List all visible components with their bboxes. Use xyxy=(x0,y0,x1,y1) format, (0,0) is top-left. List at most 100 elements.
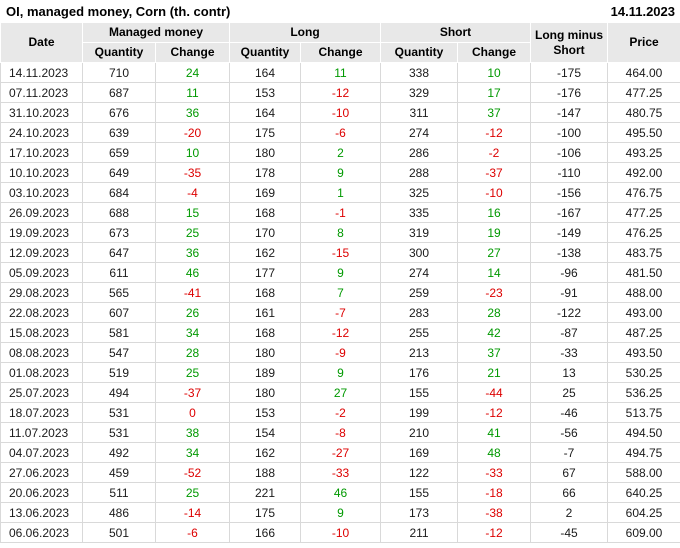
mm-change-cell: 10 xyxy=(155,142,230,163)
long-minus-short-cell: -138 xyxy=(530,242,609,263)
short-quantity-cell: 311 xyxy=(380,102,459,123)
table-row: 06.06.2023 501 -6 166 -10 211 -12 -45 60… xyxy=(0,522,680,543)
mm-quantity-cell: 519 xyxy=(82,362,156,383)
mm-change-cell: 34 xyxy=(155,322,230,343)
table-row: 14.11.2023 710 24 164 11 338 10 -175 464… xyxy=(0,62,680,83)
table-row: 15.08.2023 581 34 168 -12 255 42 -87 487… xyxy=(0,322,680,343)
col-header-long-minus-short: Long minus Short xyxy=(530,22,609,63)
table-row: 08.08.2023 547 28 180 -9 213 37 -33 493.… xyxy=(0,342,680,363)
long-change-cell: 1 xyxy=(299,182,382,203)
long-quantity-cell: 221 xyxy=(229,482,301,503)
short-change-cell: 17 xyxy=(457,82,532,103)
short-quantity-cell: 288 xyxy=(380,162,459,183)
long-change-cell: 46 xyxy=(299,482,382,503)
short-quantity-cell: 176 xyxy=(380,362,459,383)
table-row: 29.08.2023 565 -41 168 7 259 -23 -91 488… xyxy=(0,282,680,303)
long-quantity-cell: 162 xyxy=(229,442,301,463)
mm-change-cell: -4 xyxy=(155,182,230,203)
long-quantity-cell: 175 xyxy=(229,122,301,143)
long-minus-short-cell: 67 xyxy=(530,462,609,483)
date-cell: 10.10.2023 xyxy=(0,162,83,183)
mm-quantity-cell: 492 xyxy=(82,442,156,463)
mm-quantity-cell: 684 xyxy=(82,182,156,203)
long-minus-short-cell: -100 xyxy=(530,122,609,143)
mm-quantity-cell: 486 xyxy=(82,502,156,523)
long-change-cell: 7 xyxy=(299,282,382,303)
date-cell: 18.07.2023 xyxy=(0,402,83,423)
long-minus-short-cell: -33 xyxy=(530,342,609,363)
short-change-cell: -38 xyxy=(457,502,532,523)
table-row: 05.09.2023 611 46 177 9 274 14 -96 481.5… xyxy=(0,262,680,283)
long-quantity-cell: 180 xyxy=(229,342,301,363)
date-cell: 13.06.2023 xyxy=(0,502,83,523)
long-change-cell: -2 xyxy=(299,402,382,423)
date-cell: 01.08.2023 xyxy=(0,362,83,383)
long-minus-short-cell: 25 xyxy=(530,382,609,403)
date-cell: 24.10.2023 xyxy=(0,122,83,143)
long-quantity-cell: 168 xyxy=(229,202,301,223)
col-header-short-change: Change xyxy=(457,42,532,63)
long-change-cell: 9 xyxy=(299,502,382,523)
mm-change-cell: 11 xyxy=(155,82,230,103)
mm-change-cell: 38 xyxy=(155,422,230,443)
short-quantity-cell: 338 xyxy=(380,62,459,83)
date-cell: 17.10.2023 xyxy=(0,142,83,163)
long-quantity-cell: 154 xyxy=(229,422,301,443)
mm-change-cell: 28 xyxy=(155,342,230,363)
short-quantity-cell: 286 xyxy=(380,142,459,163)
short-quantity-cell: 274 xyxy=(380,262,459,283)
long-quantity-cell: 169 xyxy=(229,182,301,203)
long-minus-short-cell: -7 xyxy=(530,442,609,463)
date-cell: 05.09.2023 xyxy=(0,262,83,283)
mm-change-cell: -52 xyxy=(155,462,230,483)
short-quantity-cell: 122 xyxy=(380,462,459,483)
short-change-cell: 14 xyxy=(457,262,532,283)
price-cell: 492.00 xyxy=(607,162,680,183)
table-row: 20.06.2023 511 25 221 46 155 -18 66 640.… xyxy=(0,482,680,503)
long-quantity-cell: 161 xyxy=(229,302,301,323)
mm-change-cell: 25 xyxy=(155,482,230,503)
long-minus-short-cell: -167 xyxy=(530,202,609,223)
price-cell: 477.25 xyxy=(607,82,680,103)
mm-change-cell: 36 xyxy=(155,242,230,263)
table-header: Date Managed money Long Short Long minus… xyxy=(0,22,680,63)
short-change-cell: -12 xyxy=(457,402,532,423)
mm-quantity-cell: 531 xyxy=(82,402,156,423)
date-cell: 25.07.2023 xyxy=(0,382,83,403)
short-change-cell: -2 xyxy=(457,142,532,163)
long-change-cell: 9 xyxy=(299,362,382,383)
short-quantity-cell: 173 xyxy=(380,502,459,523)
mm-quantity-cell: 688 xyxy=(82,202,156,223)
date-cell: 03.10.2023 xyxy=(0,182,83,203)
date-cell: 31.10.2023 xyxy=(0,102,83,123)
col-header-short-quantity: Quantity xyxy=(380,42,459,63)
mm-quantity-cell: 531 xyxy=(82,422,156,443)
long-minus-short-cell: -149 xyxy=(530,222,609,243)
mm-quantity-cell: 501 xyxy=(82,522,156,543)
table-row: 17.10.2023 659 10 180 2 286 -2 -106 493.… xyxy=(0,142,680,163)
date-cell: 06.06.2023 xyxy=(0,522,83,543)
price-cell: 530.25 xyxy=(607,362,680,383)
price-cell: 495.50 xyxy=(607,122,680,143)
price-cell: 476.75 xyxy=(607,182,680,203)
col-group-short: Short xyxy=(380,22,532,43)
long-minus-short-cell: 2 xyxy=(530,502,609,523)
table-row: 27.06.2023 459 -52 188 -33 122 -33 67 58… xyxy=(0,462,680,483)
short-quantity-cell: 283 xyxy=(380,302,459,323)
short-quantity-cell: 329 xyxy=(380,82,459,103)
report-date: 14.11.2023 xyxy=(610,3,675,19)
col-header-long-quantity: Quantity xyxy=(229,42,301,63)
short-change-cell: -33 xyxy=(457,462,532,483)
table-row: 26.09.2023 688 15 168 -1 335 16 -167 477… xyxy=(0,202,680,223)
mm-change-cell: 26 xyxy=(155,302,230,323)
col-header-mm-quantity: Quantity xyxy=(82,42,156,63)
long-change-cell: -7 xyxy=(299,302,382,323)
long-quantity-cell: 175 xyxy=(229,502,301,523)
long-minus-short-cell: -175 xyxy=(530,62,609,83)
long-quantity-cell: 153 xyxy=(229,402,301,423)
date-cell: 14.11.2023 xyxy=(0,62,83,83)
long-quantity-cell: 153 xyxy=(229,82,301,103)
date-cell: 04.07.2023 xyxy=(0,442,83,463)
short-change-cell: 16 xyxy=(457,202,532,223)
short-change-cell: 37 xyxy=(457,342,532,363)
